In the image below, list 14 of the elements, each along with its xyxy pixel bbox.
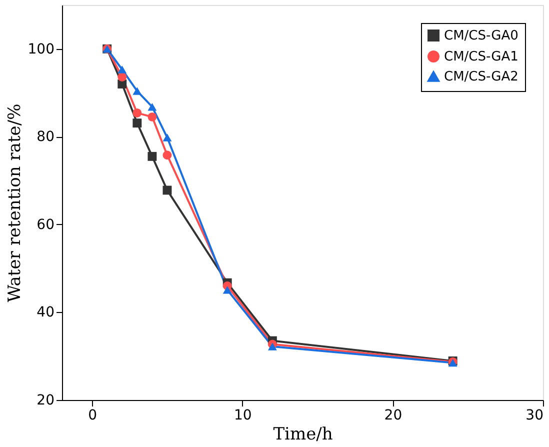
x-tick-label: 10	[234, 408, 252, 424]
x-tick-label: 30	[526, 408, 544, 424]
y-tick-label: 60	[36, 216, 54, 233]
legend-label: CM/CS-GA1	[444, 50, 518, 64]
x-tick-label: 0	[88, 408, 98, 424]
y-tick-label: 20	[36, 392, 54, 408]
x-axis-title: Time/h	[273, 424, 333, 444]
y-tick-label: 100	[28, 41, 54, 58]
y-tick-label: 40	[36, 304, 54, 321]
y-tick-label: 80	[36, 129, 54, 146]
y-axis-title: Water retention rate/%	[4, 104, 25, 302]
x-tick-label: 20	[384, 408, 402, 424]
legend-label: CM/CS-GA0	[444, 28, 518, 44]
legend-label: CM/CS-GA2	[444, 70, 518, 84]
